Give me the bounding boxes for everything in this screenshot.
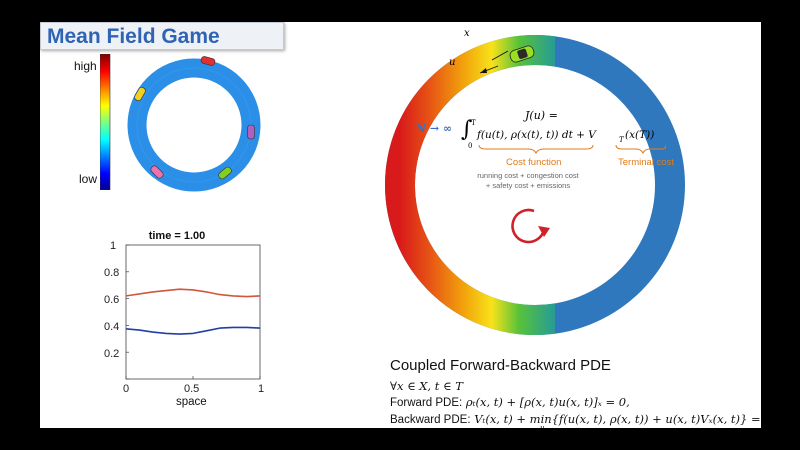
x-tick-0: 0 xyxy=(123,383,130,395)
page-title: Mean Field Game xyxy=(40,22,284,50)
integral-lower: 0 xyxy=(468,142,473,150)
terminal-arg: (x(T)) xyxy=(625,129,655,141)
terminal-subscript: T xyxy=(619,136,624,144)
forward-pde: Forward PDE: ρₜ(x, t) + [ρ(x, t)u(x, t)]… xyxy=(390,395,630,409)
car-yellow xyxy=(134,86,146,102)
car-purple xyxy=(247,124,255,140)
colorbar xyxy=(100,54,111,190)
pde-title: Coupled Forward-Backward PDE xyxy=(390,357,611,374)
plot-frame xyxy=(125,244,261,380)
car-pink xyxy=(150,165,164,179)
plot-xlabel: space xyxy=(176,396,207,408)
integral-sign: ∫ xyxy=(461,117,473,142)
y-tick-0.6: 0.6 xyxy=(104,294,120,306)
cost-term-1: running cost + congestion cost xyxy=(477,171,579,180)
small-ring xyxy=(127,56,261,192)
y-tick-0.4: 0.4 xyxy=(104,321,120,333)
car-green xyxy=(218,166,232,180)
terminal-cost-label: Terminal cost xyxy=(618,157,674,168)
x-tick-0.5: 0.5 xyxy=(184,383,200,395)
colorbar-high-label: high xyxy=(74,59,97,73)
forward-pde-equation: ρₜ(x, t) + [ρ(x, t)u(x, t)]ₓ = 0, xyxy=(465,395,630,409)
y-tick-0.2: 0.2 xyxy=(104,348,120,360)
lower-density-line xyxy=(125,326,261,335)
big-ring xyxy=(385,35,685,335)
backward-pde: Backward PDE: Vₜ(x, t) + min{f(u(x, t), … xyxy=(390,412,761,426)
cost-function-label: Cost function xyxy=(506,157,562,168)
cycle-arrow-icon xyxy=(511,208,550,244)
integral-upper: T xyxy=(471,119,476,127)
y-tick-0.8: 0.8 xyxy=(104,267,120,279)
forward-pde-label: Forward PDE: xyxy=(390,397,463,409)
pde-quantifier: ∀x ∈ X, t ∈ T xyxy=(390,379,463,393)
integrand: f(u(t), ρ(x(t), t)) dt + V xyxy=(477,129,596,141)
density-plot xyxy=(125,244,261,380)
backward-pde-label: Backward PDE: xyxy=(390,414,471,426)
ring-x-label: x xyxy=(464,28,470,39)
car-green-main xyxy=(509,45,535,63)
y-tick-1: 1 xyxy=(110,240,117,252)
plot-title: time = 1.00 xyxy=(148,230,206,242)
cost-term-2: + safety cost + emissions xyxy=(485,181,571,190)
backward-pde-equation: Vₜ(x, t) + min{f(u(x, t), ρ(x, t)) + u(x… xyxy=(474,412,761,426)
x-tick-1: 1 xyxy=(258,383,265,395)
ring-u-label: u xyxy=(449,57,456,68)
underbraces xyxy=(478,144,666,155)
slide: Mean Field Game high low xyxy=(40,22,761,428)
limit-label: N → ∞ xyxy=(416,122,453,135)
min-subscript: u xyxy=(540,424,545,428)
x-direction-arrow xyxy=(491,50,509,61)
upper-density-line xyxy=(125,288,261,298)
car-red xyxy=(200,56,216,66)
colorbar-low-label: low xyxy=(79,172,98,186)
objective-label: J(u) = xyxy=(525,109,558,122)
